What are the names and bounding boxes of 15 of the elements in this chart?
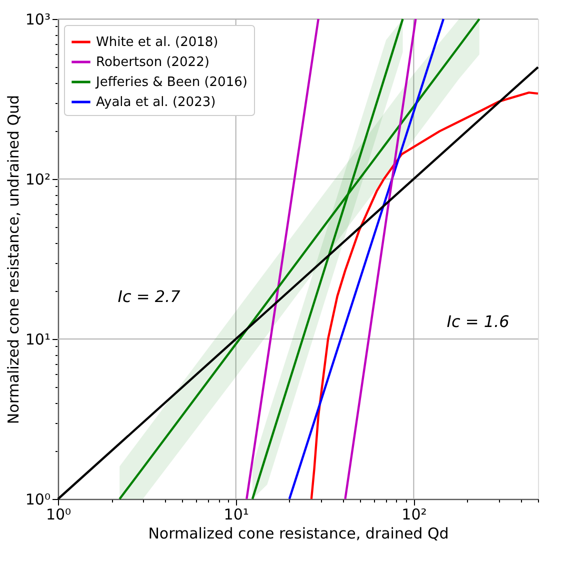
legend-label: Ayala et al. (2023) xyxy=(96,95,216,110)
annotation: Ic = 1.6 xyxy=(446,312,510,331)
legend-label: Jefferies & Been (2016) xyxy=(95,75,248,90)
x-tick-label: 10² xyxy=(402,506,427,524)
y-tick-label: 10² xyxy=(25,170,50,188)
y-tick-label: 10¹ xyxy=(25,330,50,348)
legend-label: Robertson (2022) xyxy=(96,55,210,70)
x-tick-label: 10⁰ xyxy=(46,506,72,524)
x-axis-title: Normalized cone resistance, drained Qd xyxy=(148,524,449,542)
annotation: Ic = 2.7 xyxy=(118,287,182,306)
y-axis-title: Normalized cone resistance, undrained Qud xyxy=(4,94,22,424)
x-tick-label: 10¹ xyxy=(224,506,249,524)
y-tick-label: 10³ xyxy=(25,10,50,28)
y-tick-label: 10⁰ xyxy=(25,490,50,508)
legend-label: White et al. (2018) xyxy=(96,35,218,50)
